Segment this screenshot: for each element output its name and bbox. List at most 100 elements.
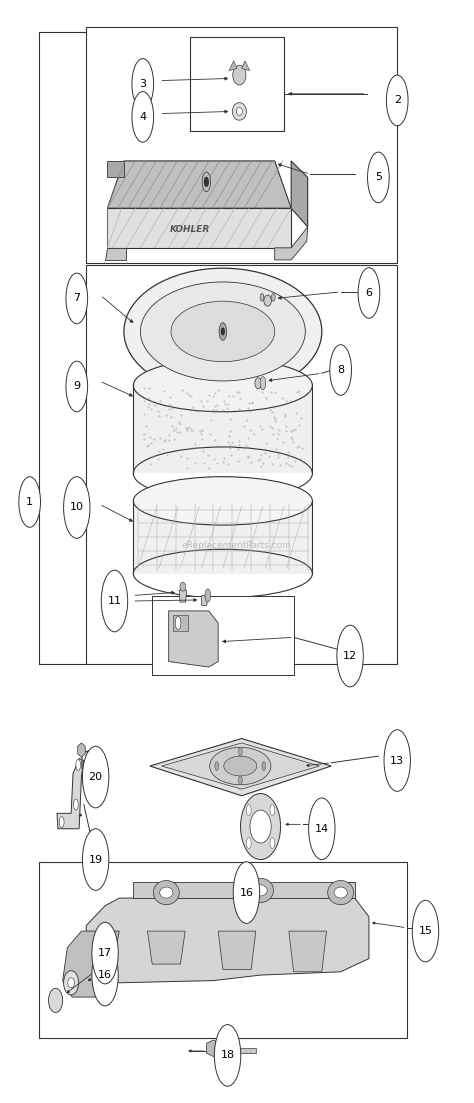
Ellipse shape — [210, 748, 271, 784]
Circle shape — [59, 816, 64, 827]
Text: KOHLER: KOHLER — [170, 225, 210, 234]
Circle shape — [64, 476, 90, 538]
Circle shape — [82, 747, 109, 807]
Polygon shape — [179, 590, 187, 602]
Polygon shape — [201, 596, 208, 606]
Polygon shape — [81, 758, 82, 769]
Text: 2: 2 — [393, 95, 401, 106]
Polygon shape — [108, 161, 291, 208]
Ellipse shape — [272, 293, 275, 301]
Polygon shape — [150, 739, 331, 795]
Circle shape — [219, 323, 227, 340]
Ellipse shape — [68, 978, 74, 988]
Circle shape — [262, 762, 266, 770]
Text: 14: 14 — [315, 824, 329, 834]
Circle shape — [246, 837, 251, 848]
Circle shape — [358, 268, 380, 319]
Text: 10: 10 — [70, 503, 84, 513]
Ellipse shape — [171, 301, 275, 362]
Text: 9: 9 — [73, 382, 81, 392]
Circle shape — [270, 837, 275, 848]
Text: 17: 17 — [98, 949, 112, 959]
Ellipse shape — [224, 757, 257, 775]
Circle shape — [386, 75, 408, 126]
Ellipse shape — [232, 103, 246, 120]
Ellipse shape — [255, 377, 262, 388]
Polygon shape — [229, 61, 237, 71]
Circle shape — [384, 730, 410, 791]
Circle shape — [66, 361, 88, 411]
Circle shape — [367, 152, 389, 203]
Text: 16: 16 — [239, 888, 254, 898]
Circle shape — [233, 861, 260, 923]
Polygon shape — [108, 161, 124, 178]
Text: 18: 18 — [220, 1050, 235, 1060]
Text: 6: 6 — [365, 288, 373, 298]
Text: 4: 4 — [139, 111, 146, 122]
Circle shape — [260, 376, 266, 389]
Ellipse shape — [334, 887, 347, 898]
Circle shape — [205, 589, 210, 602]
Ellipse shape — [328, 880, 354, 904]
Polygon shape — [220, 1048, 256, 1053]
Ellipse shape — [124, 268, 322, 395]
Circle shape — [66, 274, 88, 324]
Text: 15: 15 — [419, 927, 432, 936]
Polygon shape — [105, 248, 126, 260]
Circle shape — [270, 804, 275, 815]
Text: 3: 3 — [139, 79, 146, 89]
Text: 16: 16 — [98, 970, 112, 981]
Circle shape — [76, 760, 81, 770]
Circle shape — [330, 344, 352, 395]
Circle shape — [92, 922, 118, 984]
FancyBboxPatch shape — [39, 861, 407, 1038]
Polygon shape — [275, 227, 308, 260]
Text: 1: 1 — [26, 497, 33, 507]
Circle shape — [238, 748, 242, 757]
Circle shape — [309, 797, 335, 859]
Polygon shape — [173, 615, 188, 631]
Circle shape — [132, 92, 154, 142]
Ellipse shape — [133, 476, 312, 525]
Circle shape — [337, 625, 363, 687]
Ellipse shape — [240, 793, 281, 859]
Circle shape — [214, 1025, 241, 1086]
Circle shape — [132, 58, 154, 109]
Ellipse shape — [133, 358, 312, 411]
Polygon shape — [291, 161, 308, 227]
Ellipse shape — [154, 880, 179, 904]
Ellipse shape — [250, 810, 271, 843]
Circle shape — [246, 804, 251, 815]
Circle shape — [82, 828, 109, 890]
Ellipse shape — [242, 878, 251, 892]
Circle shape — [238, 775, 242, 784]
Ellipse shape — [237, 108, 242, 115]
Circle shape — [221, 329, 224, 334]
FancyBboxPatch shape — [152, 596, 293, 675]
Ellipse shape — [48, 988, 63, 1013]
Circle shape — [175, 617, 181, 630]
Ellipse shape — [180, 582, 186, 591]
Circle shape — [19, 476, 40, 527]
Text: 12: 12 — [343, 651, 357, 661]
Polygon shape — [108, 208, 291, 248]
Text: 7: 7 — [73, 293, 81, 303]
Text: eReplacementParts.com: eReplacementParts.com — [182, 542, 292, 550]
Ellipse shape — [264, 296, 272, 307]
Polygon shape — [289, 931, 327, 972]
Text: 11: 11 — [108, 596, 121, 606]
Polygon shape — [86, 898, 369, 983]
Circle shape — [101, 570, 128, 632]
FancyBboxPatch shape — [190, 36, 284, 131]
Ellipse shape — [160, 887, 173, 898]
Text: 20: 20 — [89, 772, 103, 782]
Circle shape — [73, 799, 78, 810]
Ellipse shape — [260, 293, 264, 301]
Ellipse shape — [247, 878, 273, 902]
Ellipse shape — [237, 869, 256, 900]
Text: 13: 13 — [390, 756, 404, 765]
Circle shape — [92, 944, 118, 1006]
Ellipse shape — [233, 65, 246, 85]
Text: 5: 5 — [375, 172, 382, 182]
Circle shape — [215, 762, 219, 770]
